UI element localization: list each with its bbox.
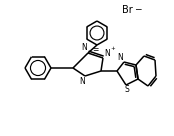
Text: N: N <box>117 52 123 61</box>
Text: N: N <box>81 44 87 52</box>
Text: N: N <box>79 76 85 86</box>
Text: S: S <box>125 86 129 95</box>
Text: +: + <box>111 47 115 52</box>
Text: =: = <box>92 45 99 54</box>
Text: −: − <box>134 4 141 13</box>
Text: N: N <box>104 49 110 58</box>
Text: Br: Br <box>122 5 133 15</box>
